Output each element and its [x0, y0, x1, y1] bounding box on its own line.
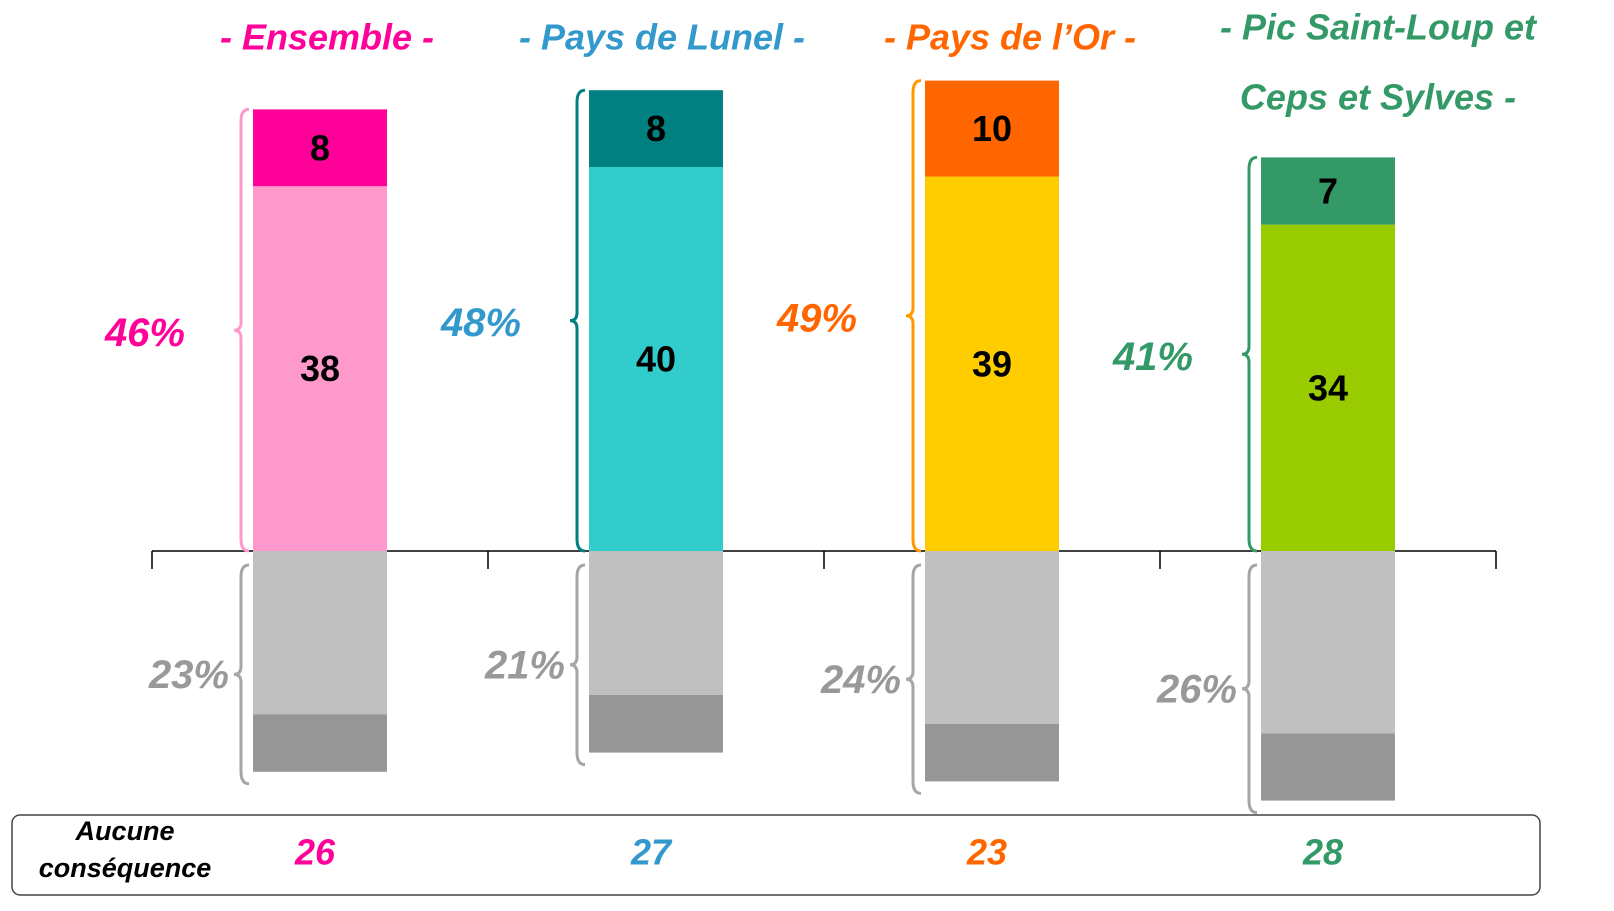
bar-segment — [253, 551, 387, 715]
brace-below — [569, 563, 586, 767]
total-above-label: 46% — [104, 311, 185, 355]
footer-box — [11, 814, 1541, 896]
bar-segment — [925, 176, 1059, 551]
total-above-label: 41% — [1112, 335, 1193, 379]
bar-segment — [925, 80, 1059, 177]
value-label: 39 — [972, 343, 1012, 384]
brace-above — [569, 88, 586, 553]
bar-segment — [589, 167, 723, 551]
total-below-label: 26% — [1156, 667, 1237, 711]
bar-segment — [589, 551, 723, 695]
total-below-label: 24% — [820, 658, 901, 702]
footer-label: Aucune — [74, 816, 174, 846]
value-label: 34 — [1308, 367, 1348, 408]
footer-value: 28 — [1302, 832, 1343, 873]
bar-segment — [589, 90, 723, 167]
brace-above — [1241, 155, 1258, 553]
category-title: - Pays de l’Or - — [884, 17, 1136, 58]
total-below-label: 21% — [484, 643, 565, 687]
brace-above — [233, 107, 250, 553]
category-title: - Pays de Lunel - — [519, 17, 805, 58]
bar-segment — [1261, 551, 1395, 734]
value-label: 8 — [646, 108, 666, 149]
value-label: 10 — [972, 108, 1012, 149]
bar-segment — [925, 723, 1059, 782]
bar-segment — [925, 551, 1059, 724]
bar-segment — [253, 186, 387, 551]
bar-segment — [253, 109, 387, 187]
category-title: - Ensemble - — [220, 17, 434, 58]
value-label: 7 — [1318, 171, 1338, 212]
total-below-label: 23% — [148, 653, 229, 697]
brace-below — [233, 563, 250, 786]
footer-label: conséquence — [39, 853, 212, 883]
bar-segment — [1261, 157, 1395, 225]
bar-segment — [253, 714, 387, 772]
category-title: - Pic Saint-Loup et — [1220, 7, 1538, 48]
brace-below — [1241, 563, 1258, 815]
value-label: 40 — [636, 339, 676, 380]
value-label: 38 — [300, 348, 340, 389]
total-above-label: 48% — [440, 301, 521, 345]
brace-below — [905, 563, 922, 795]
brace-above — [905, 79, 922, 553]
bar-segment — [589, 695, 723, 753]
footer-value: 23 — [966, 832, 1007, 873]
footer-value: 26 — [294, 832, 336, 873]
total-above-label: 49% — [776, 296, 857, 340]
bar-segment — [1261, 224, 1395, 551]
footer-value: 27 — [630, 832, 673, 873]
value-label: 8 — [310, 127, 330, 168]
bar-segment — [1261, 733, 1395, 801]
category-title: Ceps et Sylves - — [1240, 77, 1516, 118]
